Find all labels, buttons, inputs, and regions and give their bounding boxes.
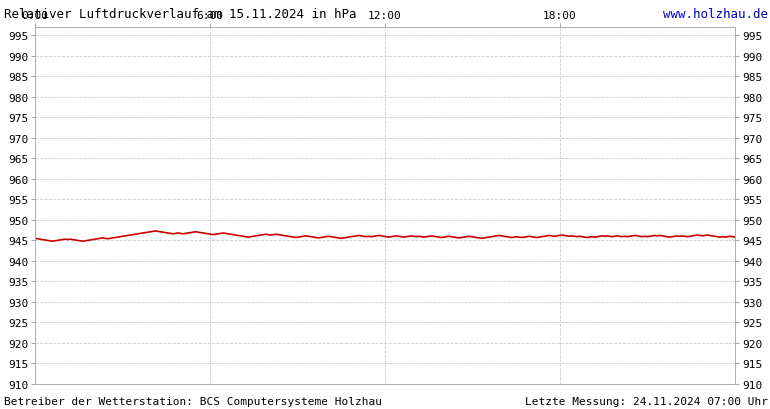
Text: Betreiber der Wetterstation: BCS Computersysteme Holzhau: Betreiber der Wetterstation: BCS Compute…	[4, 396, 382, 406]
Text: www.holzhau.de: www.holzhau.de	[664, 8, 768, 21]
Text: Relativer Luftdruckverlauf am 15.11.2024 in hPa: Relativer Luftdruckverlauf am 15.11.2024…	[4, 8, 357, 21]
Text: Letzte Messung: 24.11.2024 07:00 Uhr: Letzte Messung: 24.11.2024 07:00 Uhr	[525, 396, 768, 406]
